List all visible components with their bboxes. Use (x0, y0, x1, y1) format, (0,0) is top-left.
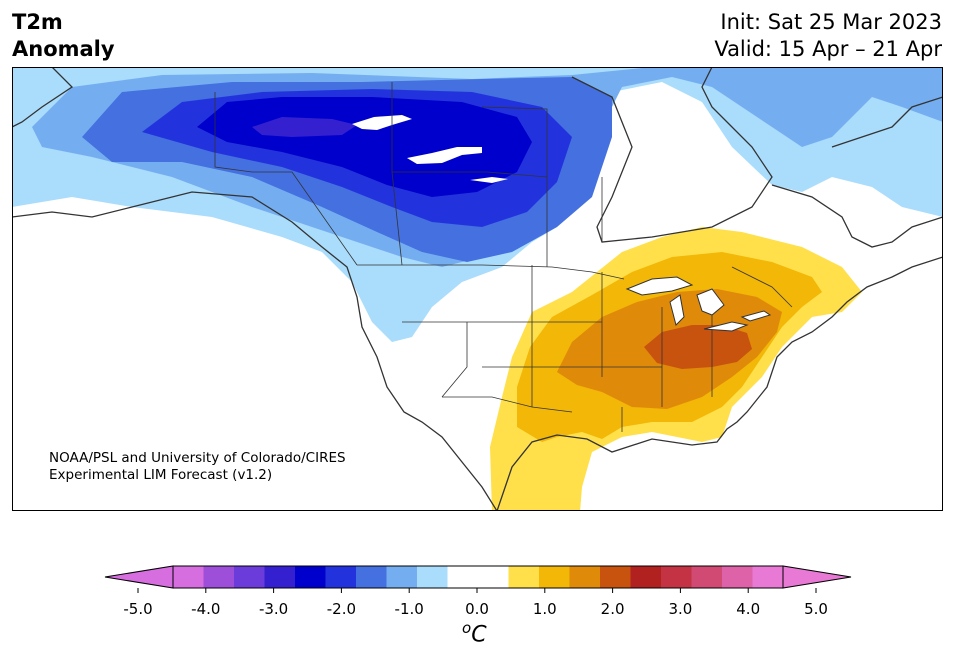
colorbar-tick-label: -3.0 (259, 600, 288, 618)
colorbar-segment (203, 566, 235, 588)
colorbar-tick-label: 2.0 (601, 600, 625, 618)
colorbar-tick-label: -2.0 (327, 600, 356, 618)
colorbar-segment (539, 566, 570, 588)
warm-band-2-0 (644, 325, 752, 369)
colorbar-segment (630, 566, 662, 588)
init-date: Init: Sat 25 Mar 2023 (720, 10, 942, 34)
colorbar-tick-label: -4.0 (191, 600, 220, 618)
colorbar-segment (295, 566, 326, 588)
colorbar-segments (173, 566, 784, 588)
colorbar-segment (478, 566, 509, 588)
colorbar-segment (325, 566, 357, 588)
credit-line-1: NOAA/PSL and University of Colorado/CIRE… (49, 450, 346, 466)
colorbar-tick-label: 3.0 (668, 600, 692, 618)
colorbar-tick-label: 5.0 (804, 600, 828, 618)
anomaly-map (12, 67, 943, 511)
colorbar-segment (508, 566, 540, 588)
colorbar-tick-label: -1.0 (395, 600, 424, 618)
colorbar: -5.0 -4.0 -3.0 -2.0 -1.0 0.0 1.0 2.0 3.0 4.0 5.0 (104, 565, 852, 618)
colorbar-segment (691, 566, 723, 588)
lake-patch-3 (470, 177, 508, 183)
lake-patch-1 (352, 115, 412, 130)
map-title: T2m Anomaly (12, 9, 115, 63)
colorbar-segment (569, 566, 601, 588)
lake-patch-2 (407, 147, 482, 164)
colorbar-under-arrow (104, 565, 174, 589)
colorbar-segment (447, 566, 479, 588)
colorbar-tick-label: -5.0 (123, 600, 152, 618)
forecast-dates: Init: Sat 25 Mar 2023 Valid: 15 Apr – 21… (714, 9, 942, 63)
political-borders (214, 82, 793, 432)
colorbar-segment (417, 566, 448, 588)
title-line-2: Anomaly (12, 37, 115, 61)
unit-letter: C (471, 622, 487, 648)
valid-date: Valid: 15 Apr – 21 Apr (714, 37, 942, 61)
title-line-1: T2m (12, 10, 63, 34)
credit-line-2: Experimental LIM Forecast (v1.2) (49, 467, 273, 483)
unit-label: oC (462, 619, 487, 647)
colorbar-segment (173, 566, 204, 588)
colorbar-tick-label: 1.0 (533, 600, 557, 618)
great-lakes (625, 276, 772, 332)
colorbar-segment (356, 566, 387, 588)
coastlines (12, 67, 943, 511)
colorbar-segment (600, 566, 631, 588)
colorbar-tick-label: 4.0 (736, 600, 760, 618)
colorbar-segment (264, 566, 296, 588)
colorbar-frame (172, 565, 784, 589)
colorbar-segment (234, 566, 265, 588)
colorbar-segment (661, 566, 692, 588)
colorbar-tick-label: 0.0 (465, 600, 489, 618)
colorbar-segment (722, 566, 753, 588)
cold-band-minus-3-0 (252, 117, 357, 137)
colorbar-segment (752, 566, 784, 588)
colorbar-segment (386, 566, 418, 588)
credit-text: NOAA/PSL and University of Colorado/CIRE… (49, 450, 346, 484)
colorbar-ticks: -5.0 -4.0 -3.0 -2.0 -1.0 0.0 1.0 2.0 3.0 4.0 5.0 (123, 588, 828, 618)
unit-degree: o (462, 619, 472, 637)
colorbar-over-arrow (782, 565, 852, 589)
map-frame (12, 67, 943, 511)
